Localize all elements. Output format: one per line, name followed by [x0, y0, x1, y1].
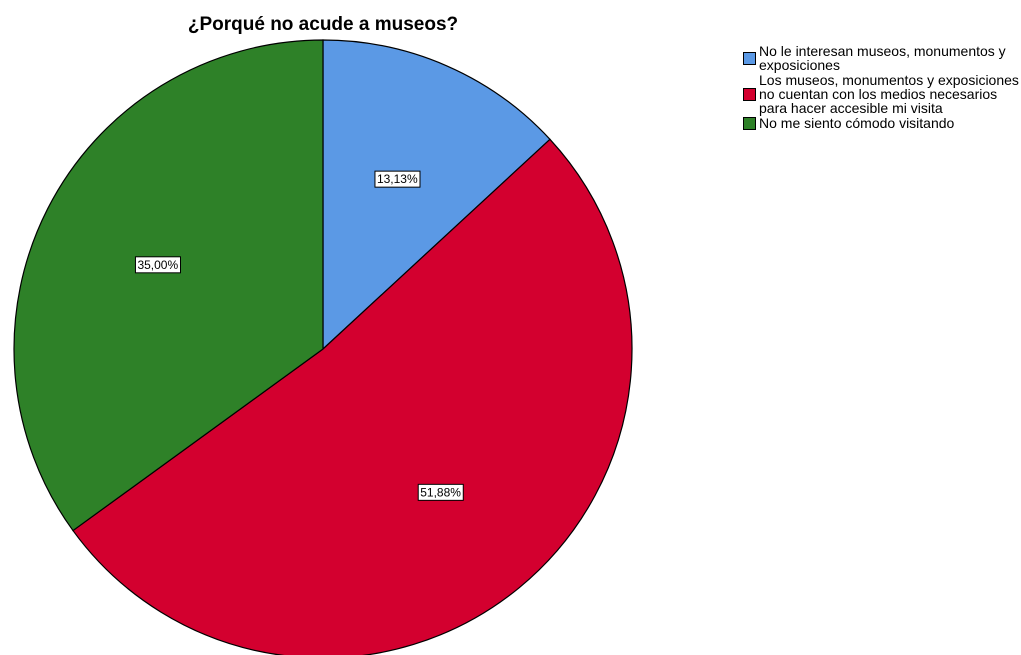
chart-title: ¿Porqué no acude a museos?: [187, 14, 459, 35]
legend-swatch: [743, 87, 756, 101]
slice-label-text: 51,88%: [420, 485, 461, 499]
slice-label-box: [134, 256, 181, 274]
pie-slice: [322, 39, 551, 351]
pie-slice: [13, 39, 324, 532]
slice-label-box: [417, 483, 464, 501]
slice-label: 35,00%: [134, 256, 181, 274]
legend-swatch: [743, 51, 756, 65]
slice-label-box: [374, 170, 421, 188]
legend-item: Los museos, monumentos y exposiciones no…: [743, 73, 1021, 115]
legend-swatch: [743, 116, 756, 130]
legend-item: No le interesan museos, monumentos y exp…: [743, 44, 1021, 72]
slice-label: 51,88%: [417, 483, 464, 501]
legend-label: No me siento cómodo visitando: [759, 115, 955, 131]
slice-label: 13,13%: [374, 170, 421, 188]
pie-slice: [72, 138, 633, 655]
slice-label-text: 35,00%: [137, 258, 178, 272]
legend-label: No le interesan museos, monumentos y exp…: [759, 43, 1006, 73]
legend-label: Los museos, monumentos y exposiciones no…: [759, 72, 1019, 116]
slice-label-text: 13,13%: [377, 172, 418, 186]
legend: No le interesan museos, monumentos y exp…: [743, 44, 1021, 131]
legend-item: No me siento cómodo visitando: [743, 116, 1021, 130]
